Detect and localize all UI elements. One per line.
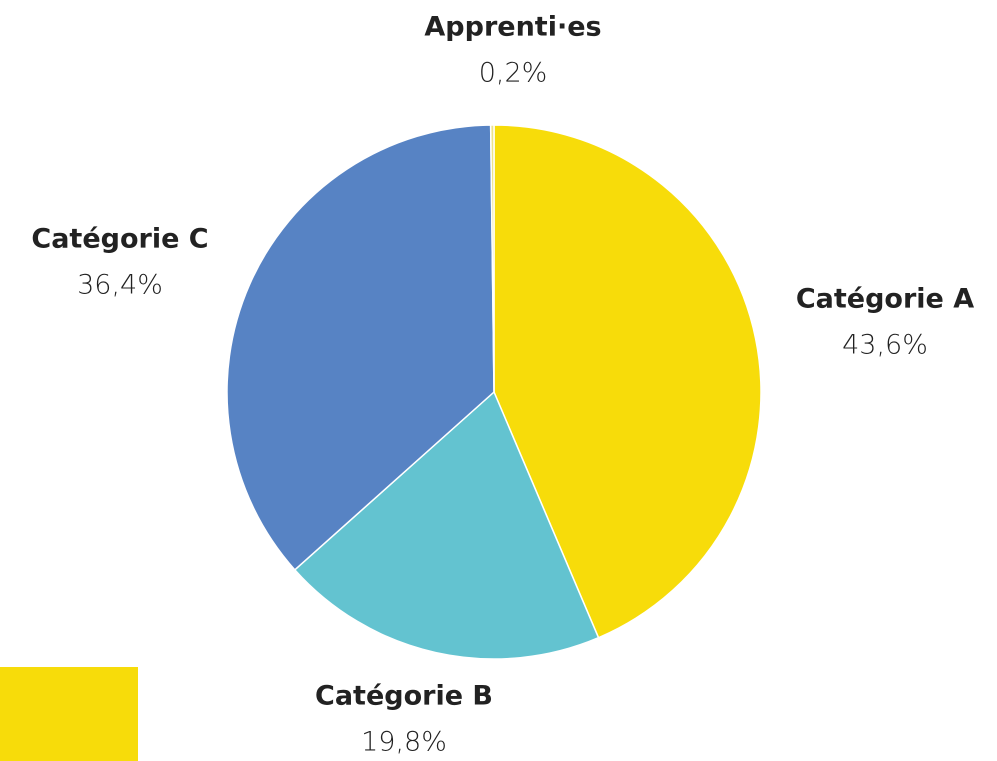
slice-name: Catégorie A xyxy=(796,284,974,315)
slice-name: Catégorie B xyxy=(315,681,493,712)
pie-slice xyxy=(293,390,600,660)
pie-slice xyxy=(489,124,495,393)
slice-name: Catégorie C xyxy=(31,224,208,255)
slice-value: 19,8% xyxy=(361,727,447,758)
decor-square xyxy=(0,667,138,761)
pie-slice xyxy=(226,124,495,571)
slice-value: 36,4% xyxy=(77,270,163,301)
pie-slice xyxy=(493,124,762,639)
slice-value: 0,2% xyxy=(479,58,548,89)
slice-value: 43,6% xyxy=(842,330,928,361)
slice-name: Apprenti·es xyxy=(424,12,601,43)
